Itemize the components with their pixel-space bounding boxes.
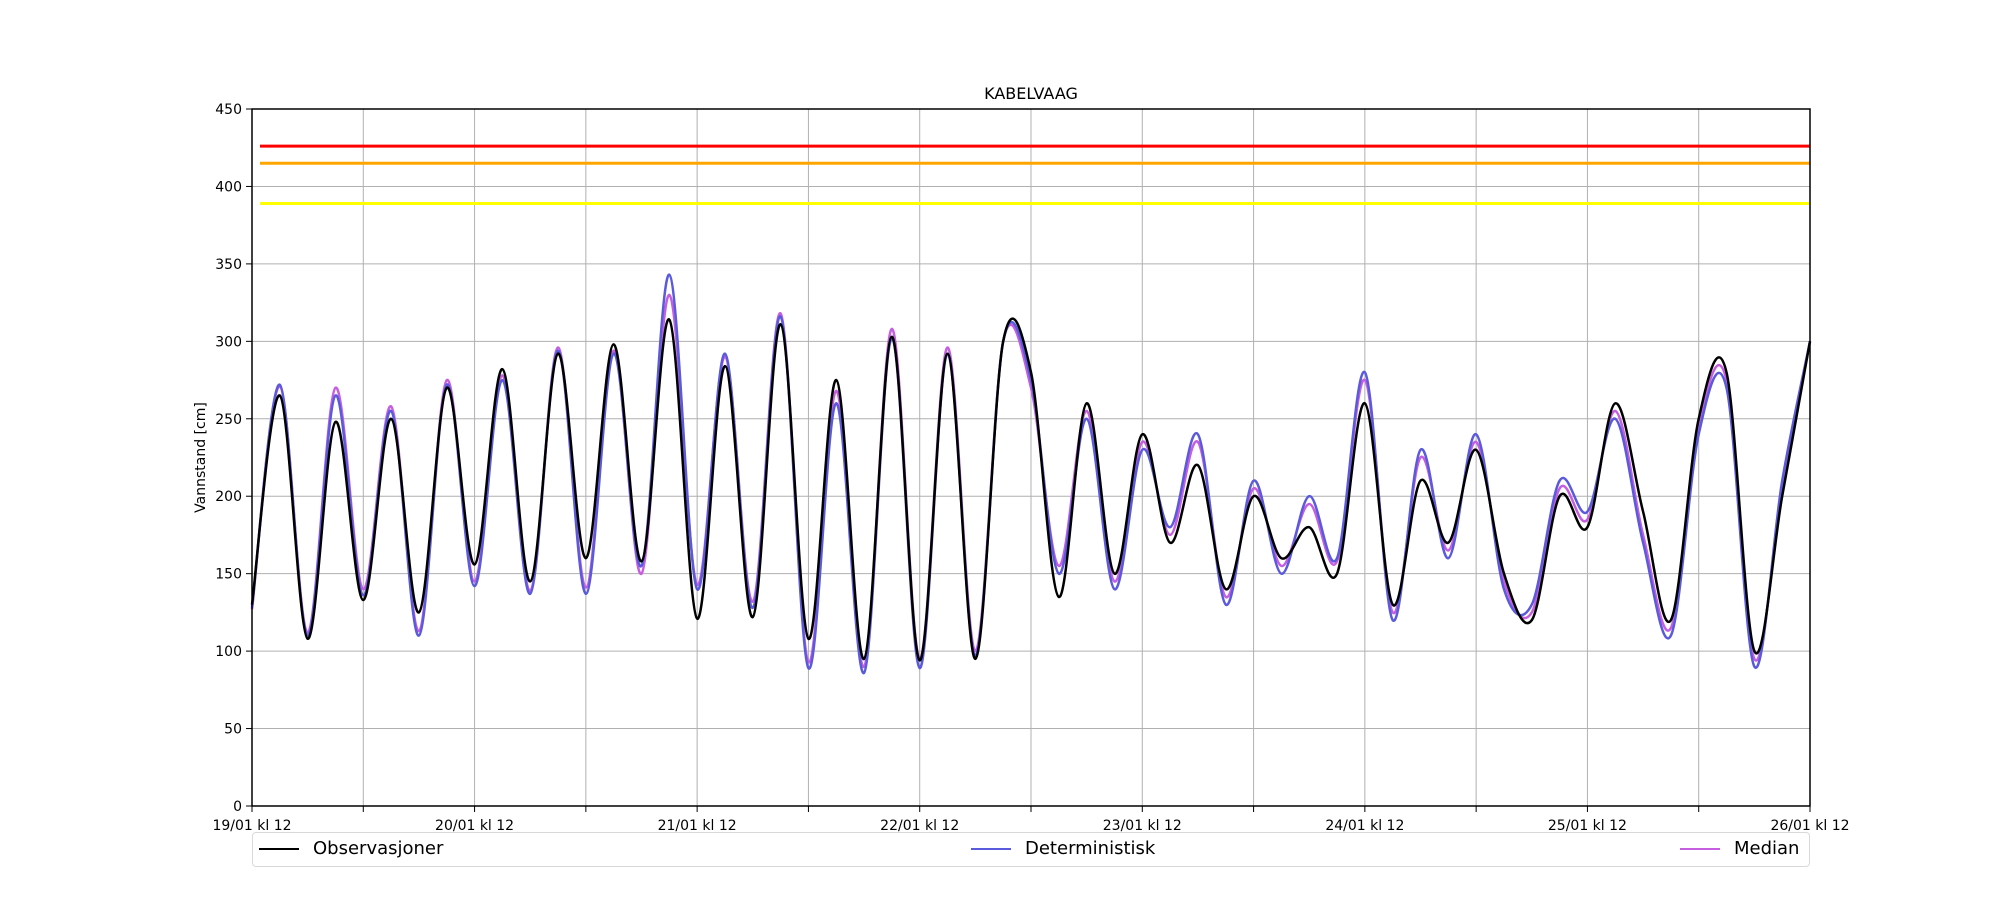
legend-swatch-deterministisk	[971, 847, 1011, 850]
x-tick-label: 26/01 kl 12	[1770, 818, 1849, 834]
legend-swatch-observasjoner	[259, 847, 299, 850]
y-tick-label: 50	[224, 722, 242, 738]
legend-label-median: Median	[1734, 838, 1800, 859]
x-tick-label: 21/01 kl 12	[658, 818, 737, 834]
threshold-lines	[260, 144, 1810, 205]
legend-item-observasjoner: Observasjoner	[259, 838, 443, 859]
y-tick-label: 150	[215, 567, 242, 583]
series-lines	[250, 273, 1812, 675]
grid-lines	[251, 108, 1811, 807]
x-tick-label: 24/01 kl 12	[1325, 818, 1404, 834]
x-tick-label: 23/01 kl 12	[1103, 818, 1182, 834]
y-tick-label: 0	[233, 799, 242, 815]
axes: 0 50 100 150 200 250 300 350 400 450 19/01 kl 12 20…	[212, 102, 1849, 834]
y-tick-label: 200	[215, 489, 242, 505]
legend-swatch-median	[1680, 847, 1720, 850]
y-tick-label: 250	[215, 412, 242, 428]
y-tick-label: 400	[215, 179, 242, 195]
y-tick-label: 300	[215, 334, 242, 350]
chart-title: KABELVAAG	[984, 84, 1078, 103]
x-tick-label: 20/01 kl 12	[435, 818, 514, 834]
x-tick-label: 22/01 kl 12	[880, 818, 959, 834]
y-tick-label: 350	[215, 257, 242, 273]
legend-item-deterministisk: Deterministisk	[971, 838, 1155, 859]
legend-item-median: Median	[1680, 838, 1799, 859]
series-line-observasjoner	[250, 317, 1812, 662]
y-tick-label: 100	[215, 644, 242, 660]
y-tick-label: 450	[215, 102, 242, 118]
x-tick-label: 19/01 kl 12	[212, 818, 291, 834]
y-axis-label: Vannstand [cm]	[193, 402, 209, 513]
legend-label-deterministisk: Deterministisk	[1025, 838, 1156, 859]
legend-label-observasjoner: Observasjoner	[313, 838, 444, 859]
legend: Observasjoner Deterministisk Median	[252, 832, 1810, 867]
x-tick-label: 25/01 kl 12	[1548, 818, 1627, 834]
